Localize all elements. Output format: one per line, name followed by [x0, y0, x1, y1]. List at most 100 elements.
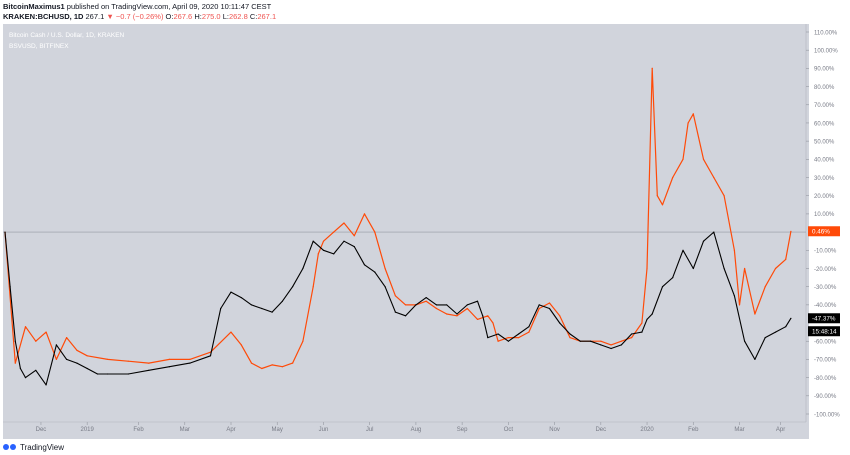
y-tick-label: -20.00% — [814, 267, 837, 273]
data-point-bchusd — [384, 286, 386, 288]
data-point-bsvusd — [240, 344, 242, 346]
data-point-bchusd — [497, 333, 499, 335]
data-point-bsvusd — [754, 313, 756, 315]
low-label: L: — [222, 12, 229, 21]
data-point-bsvusd — [672, 176, 674, 179]
data-point-bsvusd — [45, 331, 47, 333]
series-line-bsvusd[interactable] — [4, 67, 792, 370]
data-point-bchusd — [785, 326, 787, 328]
data-point-bchusd — [250, 304, 253, 306]
data-point-bchusd — [96, 373, 99, 375]
data-point-bchusd — [45, 384, 47, 386]
data-point-bchusd — [230, 291, 232, 293]
data-point-bchusd — [76, 362, 78, 364]
data-point-bsvusd — [374, 231, 376, 233]
data-point-bchusd — [435, 304, 438, 306]
series-line-bchusd[interactable] — [4, 231, 792, 386]
data-point-bsvusd — [281, 366, 283, 368]
publisher-line: BitcoinMaximus1 published on TradingView… — [3, 2, 271, 11]
x-tick-label: Feb — [133, 427, 144, 433]
data-point-bchusd — [692, 267, 694, 270]
data-point-bsvusd — [610, 344, 612, 346]
data-point-bsvusd — [682, 158, 684, 160]
data-point-bsvusd — [302, 340, 304, 342]
x-tick-label: Apr — [776, 427, 785, 433]
y-tick-label: -80.00% — [814, 376, 837, 382]
price-badge-label: 0.46% — [812, 229, 830, 236]
x-tick-label: Oct — [504, 427, 514, 433]
data-point-bsvusd — [651, 67, 653, 69]
data-point-bchusd — [363, 264, 366, 266]
data-point-bchusd — [302, 267, 304, 270]
data-point-bchusd — [374, 271, 376, 273]
data-point-bsvusd — [317, 253, 319, 255]
data-point-bchusd — [446, 304, 448, 306]
data-point-bchusd — [24, 377, 27, 379]
legend-compare-series: BSVUSD, BITFINEX — [9, 43, 69, 50]
data-point-bsvusd — [343, 222, 345, 224]
x-tick-label: Feb — [688, 427, 699, 433]
data-point-bchusd — [790, 317, 792, 319]
data-point-bchusd — [646, 318, 648, 320]
data-point-bchusd — [610, 347, 612, 350]
y-tick-label: 100.00% — [814, 48, 838, 54]
data-point-bchusd — [774, 331, 777, 333]
y-tick-label: 10.00% — [814, 212, 835, 218]
high-label: H: — [194, 12, 202, 21]
data-point-bsvusd — [24, 326, 27, 328]
data-point-bsvusd — [785, 258, 787, 260]
data-point-bsvusd — [394, 295, 396, 297]
data-point-bsvusd — [66, 337, 68, 339]
y-tick-label: 50.00% — [814, 139, 835, 145]
data-point-bchusd — [723, 267, 725, 270]
data-point-bsvusd — [353, 235, 355, 237]
data-point-bsvusd — [733, 249, 736, 251]
data-point-bsvusd — [476, 318, 479, 320]
publisher-name[interactable]: BitcoinMaximus1 — [3, 2, 65, 11]
data-point-bchusd — [168, 366, 170, 368]
data-point-bchusd — [476, 300, 479, 302]
tradingview-logo-icon — [3, 444, 16, 450]
data-point-bsvusd — [497, 340, 499, 342]
data-point-bsvusd — [620, 340, 623, 342]
data-point-bsvusd — [168, 358, 170, 360]
data-point-bchusd — [482, 315, 484, 317]
data-point-bchusd — [209, 355, 212, 357]
publication-header: BitcoinMaximus1 published on TradingView… — [0, 0, 850, 24]
data-point-bsvusd — [702, 158, 705, 160]
data-point-bsvusd — [713, 176, 715, 179]
data-point-bchusd — [702, 240, 705, 242]
data-point-bchusd — [528, 326, 530, 328]
data-point-bchusd — [353, 246, 355, 248]
symbol-label: KRAKEN:BCHUSD, 1D — [3, 12, 84, 21]
y-tick-label: -100.00% — [814, 412, 840, 418]
data-point-bchusd — [548, 307, 551, 310]
data-point-bsvusd — [250, 362, 253, 364]
last-price: 267.1 — [85, 12, 105, 21]
price-badge-label: -47.37% — [812, 316, 836, 323]
y-tick-label: 90.00% — [814, 67, 835, 73]
chart-area[interactable] — [3, 24, 809, 439]
y-tick-label: -10.00% — [814, 249, 837, 255]
x-tick-label: Dec — [36, 427, 47, 433]
close-value: 267.1 — [257, 12, 277, 21]
data-point-bsvusd — [456, 315, 458, 317]
data-point-bsvusd — [764, 286, 766, 288]
data-point-bsvusd — [487, 315, 489, 317]
x-tick-label: Mar — [180, 427, 190, 433]
data-point-bsvusd — [107, 358, 109, 360]
data-point-bchusd — [733, 295, 736, 297]
data-point-bchusd — [661, 286, 664, 288]
price-badge-countdown — [808, 326, 840, 337]
data-point-bsvusd — [384, 267, 386, 270]
data-point-bsvusd — [363, 213, 366, 215]
data-point-bsvusd — [744, 267, 746, 270]
data-point-bchusd — [148, 369, 150, 371]
data-point-bchusd — [425, 297, 427, 299]
tradingview-logo[interactable]: TradingView — [3, 442, 64, 452]
data-point-bsvusd — [55, 358, 58, 360]
low-value: 262.8 — [228, 12, 248, 21]
data-point-bchusd — [127, 373, 129, 375]
data-point-bchusd — [220, 307, 222, 310]
